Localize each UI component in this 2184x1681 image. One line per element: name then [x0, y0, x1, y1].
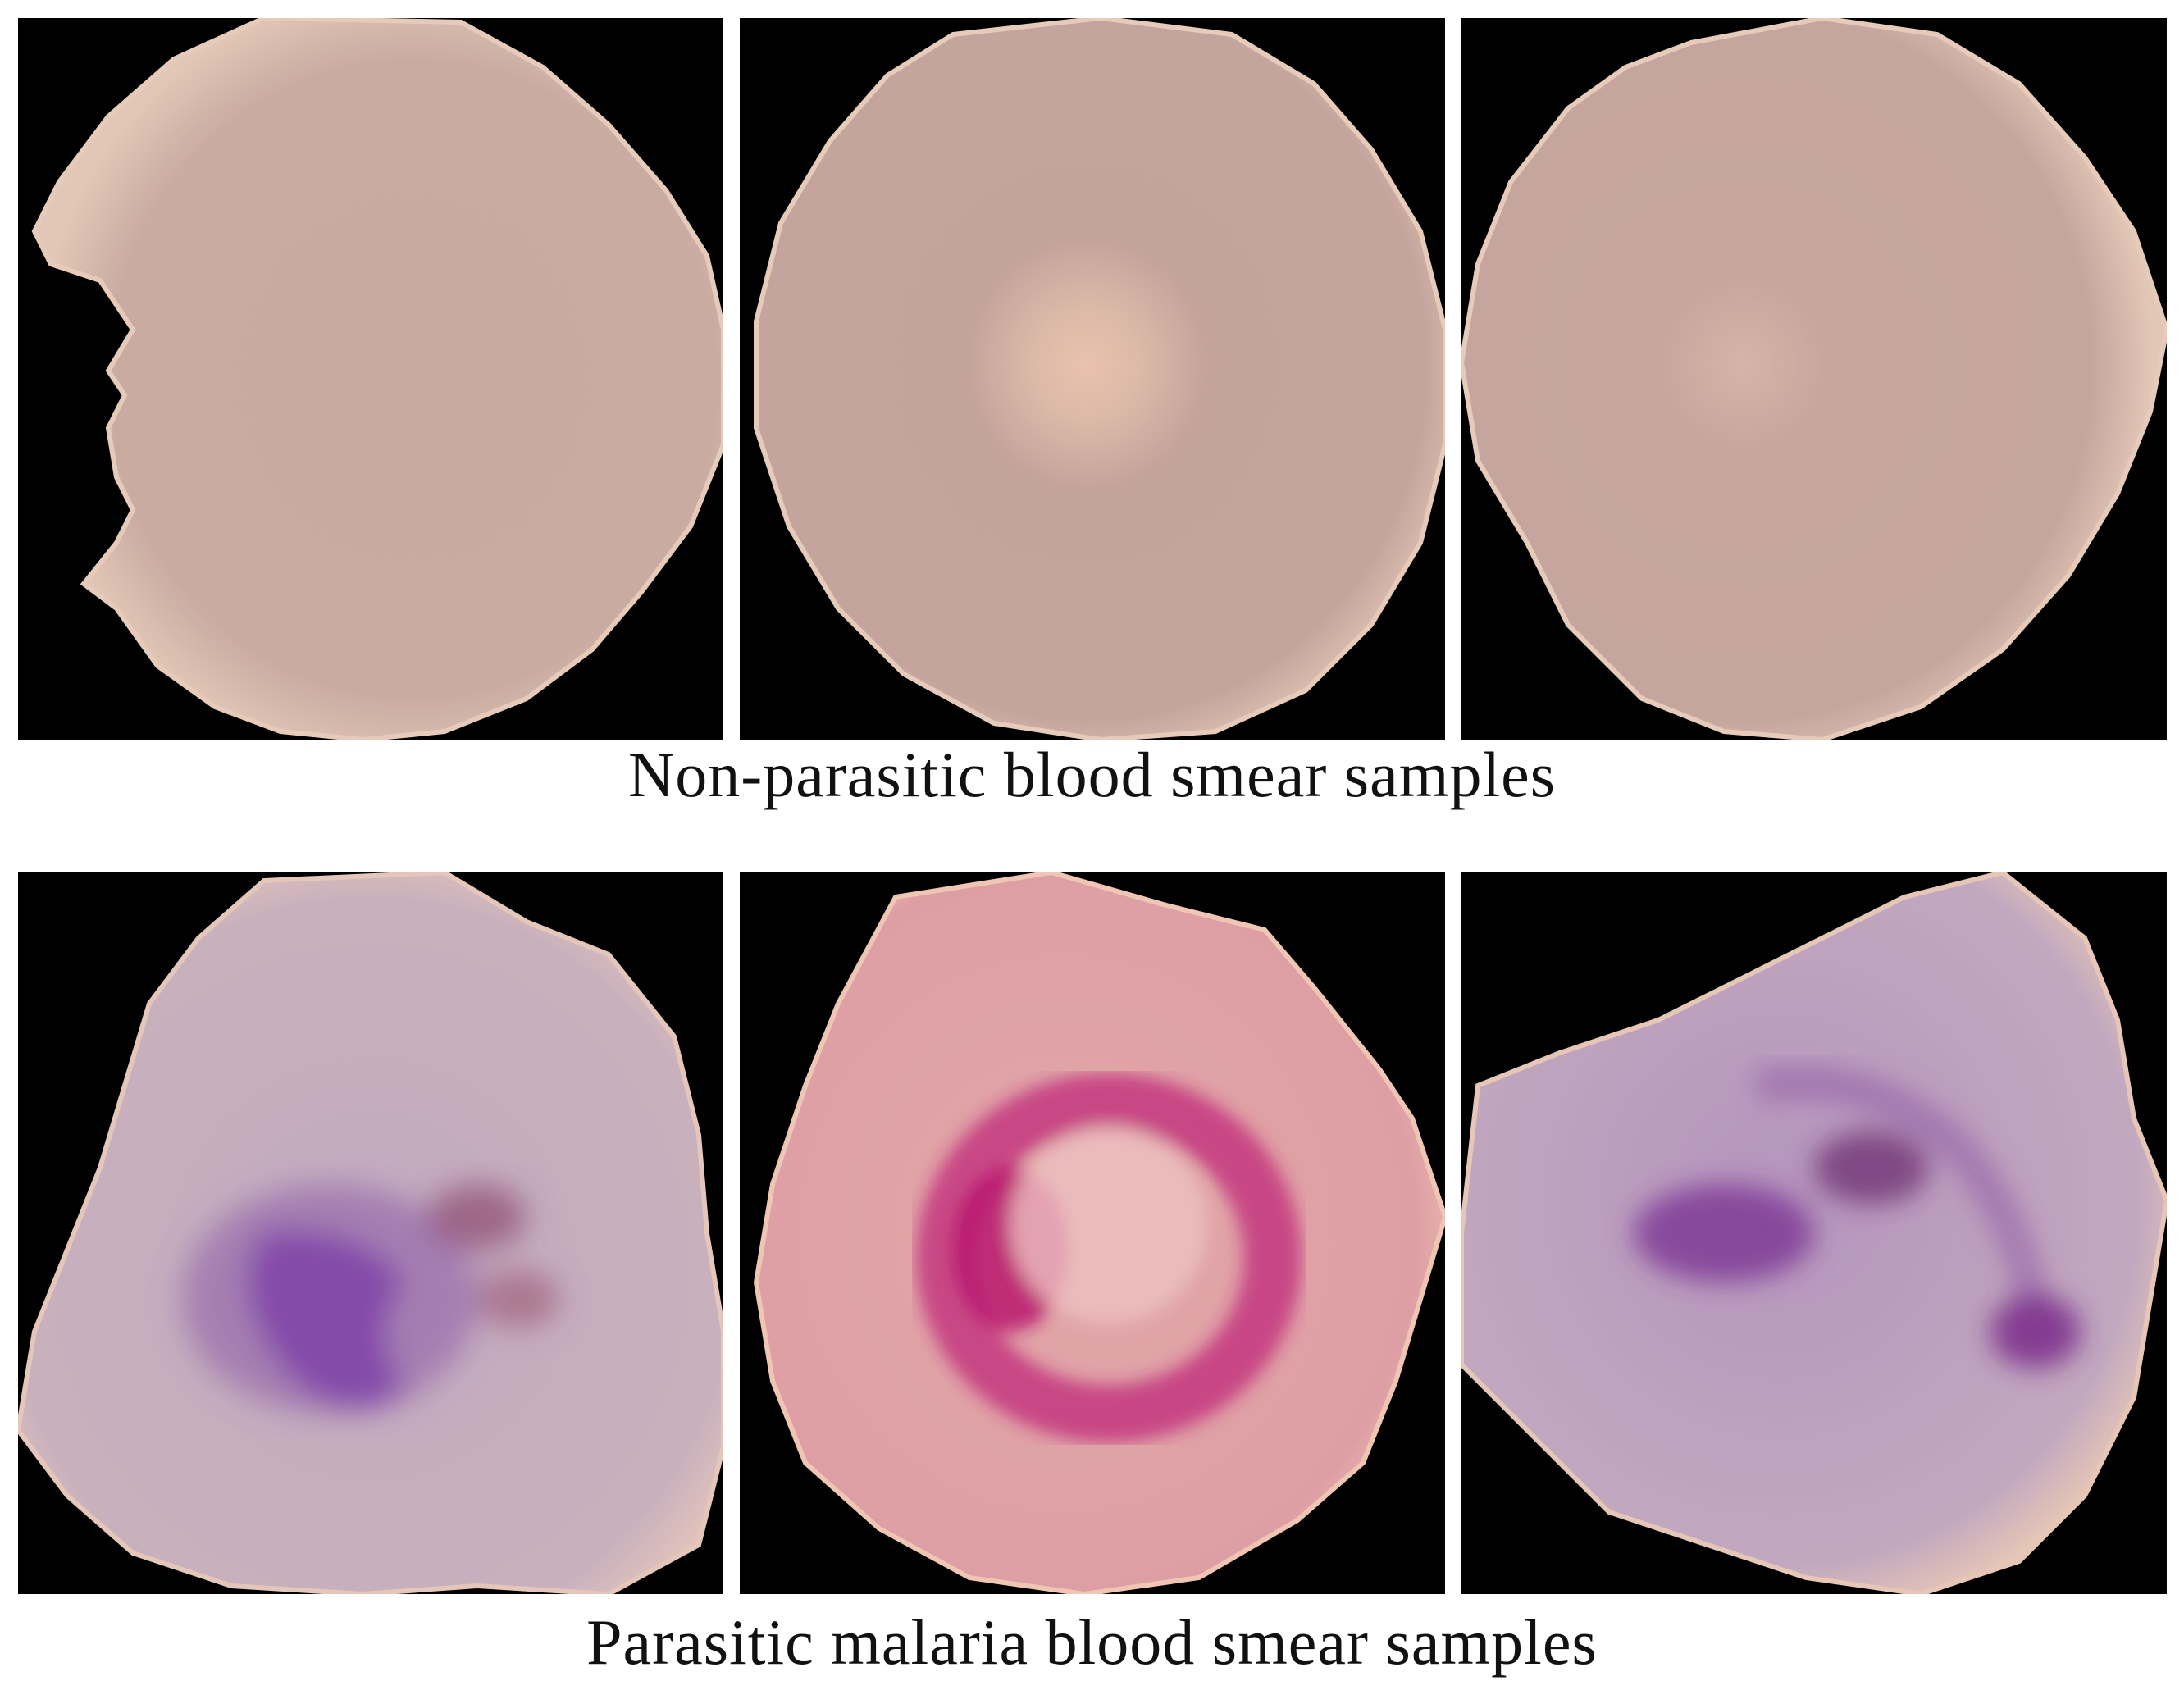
uninfected-cell-image-3 — [1461, 18, 2167, 740]
parasitized-cell-image-1 — [18, 872, 723, 1594]
uninfected-caption: Non-parasitic blood smear samples — [627, 739, 1557, 810]
parasitized-cell-image-3 — [1461, 872, 2167, 1594]
uninfected-cell-image-2 — [740, 18, 1445, 740]
parasitized-cell-image-2 — [740, 872, 1445, 1594]
uninfected-row — [18, 18, 2167, 740]
parasitized-caption: Parasitic malaria blood smear samples — [586, 1606, 1598, 1678]
parasitized-row — [18, 872, 2167, 1594]
uninfected-cell-image-1 — [18, 18, 723, 740]
